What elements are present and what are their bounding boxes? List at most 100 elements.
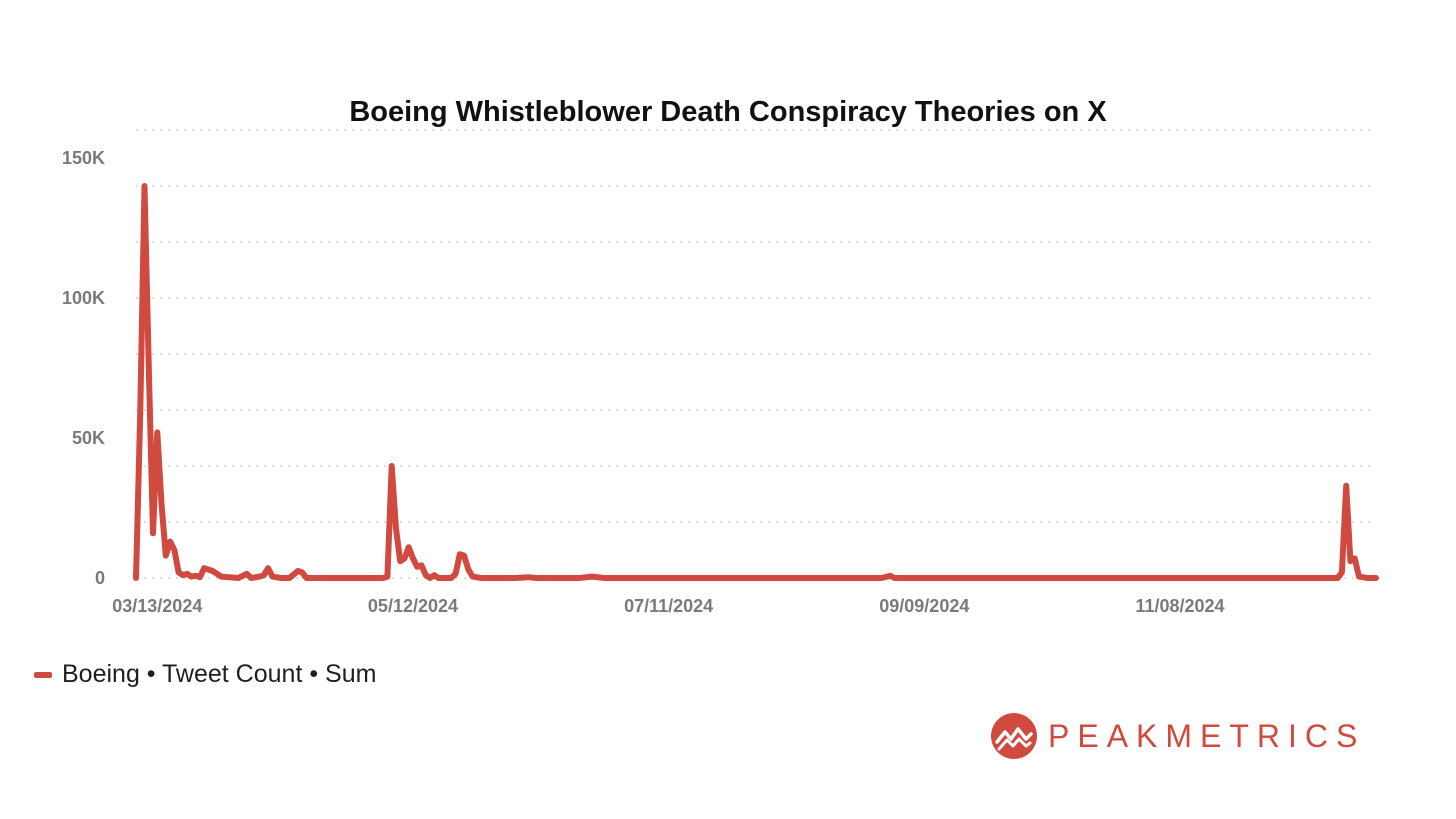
data-point [339,576,343,580]
data-point [496,576,500,580]
data-point [287,576,291,580]
data-point [219,575,223,579]
data-point [168,540,172,544]
legend: Boeing • Tweet Count • Sum [34,660,376,689]
data-point [449,576,453,580]
x-tick-label: 09/09/2024 [879,596,969,616]
data-point [756,576,760,580]
data-point [1353,556,1357,560]
data-point [1374,576,1378,580]
gridlines [136,129,1376,579]
data-point [160,503,164,507]
data-point [419,563,423,567]
data-point [381,576,385,580]
peakmetrics-logo: PEAKMETRICS [990,712,1365,760]
data-point [466,568,470,572]
data-point [258,575,262,579]
x-tick-label: 05/12/2024 [368,596,458,616]
data-point [198,575,202,579]
data-point [360,576,364,580]
data-point [151,531,155,535]
data-point [134,576,138,580]
data-point [1348,559,1352,563]
data-point [296,569,300,573]
data-point [662,576,666,580]
data-point [1365,576,1369,580]
data-point [590,575,594,579]
data-point [300,570,304,574]
x-tick-label: 03/13/2024 [112,596,202,616]
data-point [948,576,952,580]
data-point [270,575,274,579]
y-tick-label: 0 [95,568,105,588]
data-point [1340,570,1344,574]
data-point [1187,576,1191,580]
data-point [428,576,432,580]
data-point [1344,484,1348,488]
x-tick-label: 07/11/2024 [624,596,713,616]
data-point [262,573,266,577]
y-tick-label: 50K [72,428,105,448]
data-point [172,548,176,552]
data-point [888,574,892,578]
legend-swatch [34,671,52,678]
data-point [177,570,181,574]
data-point [415,565,419,569]
data-point [1314,576,1318,580]
data-point [317,576,321,580]
data-point [189,575,193,579]
series-line [133,183,1379,581]
data-point [1097,576,1101,580]
data-point [471,575,475,579]
data-point [245,572,249,576]
data-point [155,430,159,434]
data-point [138,408,142,412]
data-point [266,566,270,570]
data-point [603,576,607,580]
data-point [432,573,436,577]
data-point [1016,576,1020,580]
data-point [304,576,308,580]
data-point [858,576,862,580]
data-point [147,366,151,370]
data-point [385,575,389,579]
data-point [394,526,398,530]
data-point [513,576,517,580]
series-layer [133,183,1379,581]
data-point [411,556,415,560]
y-tick-label: 150K [62,148,105,168]
data-point [424,573,428,577]
data-point [194,574,198,578]
data-point [462,554,466,558]
data-point [407,545,411,549]
data-point [164,554,168,558]
y-tick-label: 100K [62,288,105,308]
x-tick-label: 11/08/2024 [1135,596,1224,616]
data-point [202,566,206,570]
data-point [479,576,483,580]
data-point [181,573,185,577]
data-point [398,559,402,563]
legend-label: Boeing • Tweet Count • Sum [62,660,377,688]
data-point [577,576,581,580]
data-point [624,576,628,580]
data-point [236,576,240,580]
data-point [526,575,530,579]
data-point [437,576,441,580]
y-axis-ticks: 0 50K 100K 150K [62,148,105,588]
data-point [279,576,283,580]
data-point [454,572,458,576]
data-point [1336,576,1340,580]
data-point [1250,576,1254,580]
data-point [390,464,394,468]
x-axis-ticks: 03/13/2024 05/12/2024 07/11/2024 09/09/2024… [112,596,1224,616]
data-point [185,572,189,576]
data-point [143,184,147,188]
data-point [211,569,215,573]
data-point [892,576,896,580]
peakmetrics-logo-icon [991,713,1037,759]
data-point [705,576,709,580]
chart-title: Boeing Whistleblower Death Conspiracy Th… [349,96,1107,128]
data-point [402,556,406,560]
